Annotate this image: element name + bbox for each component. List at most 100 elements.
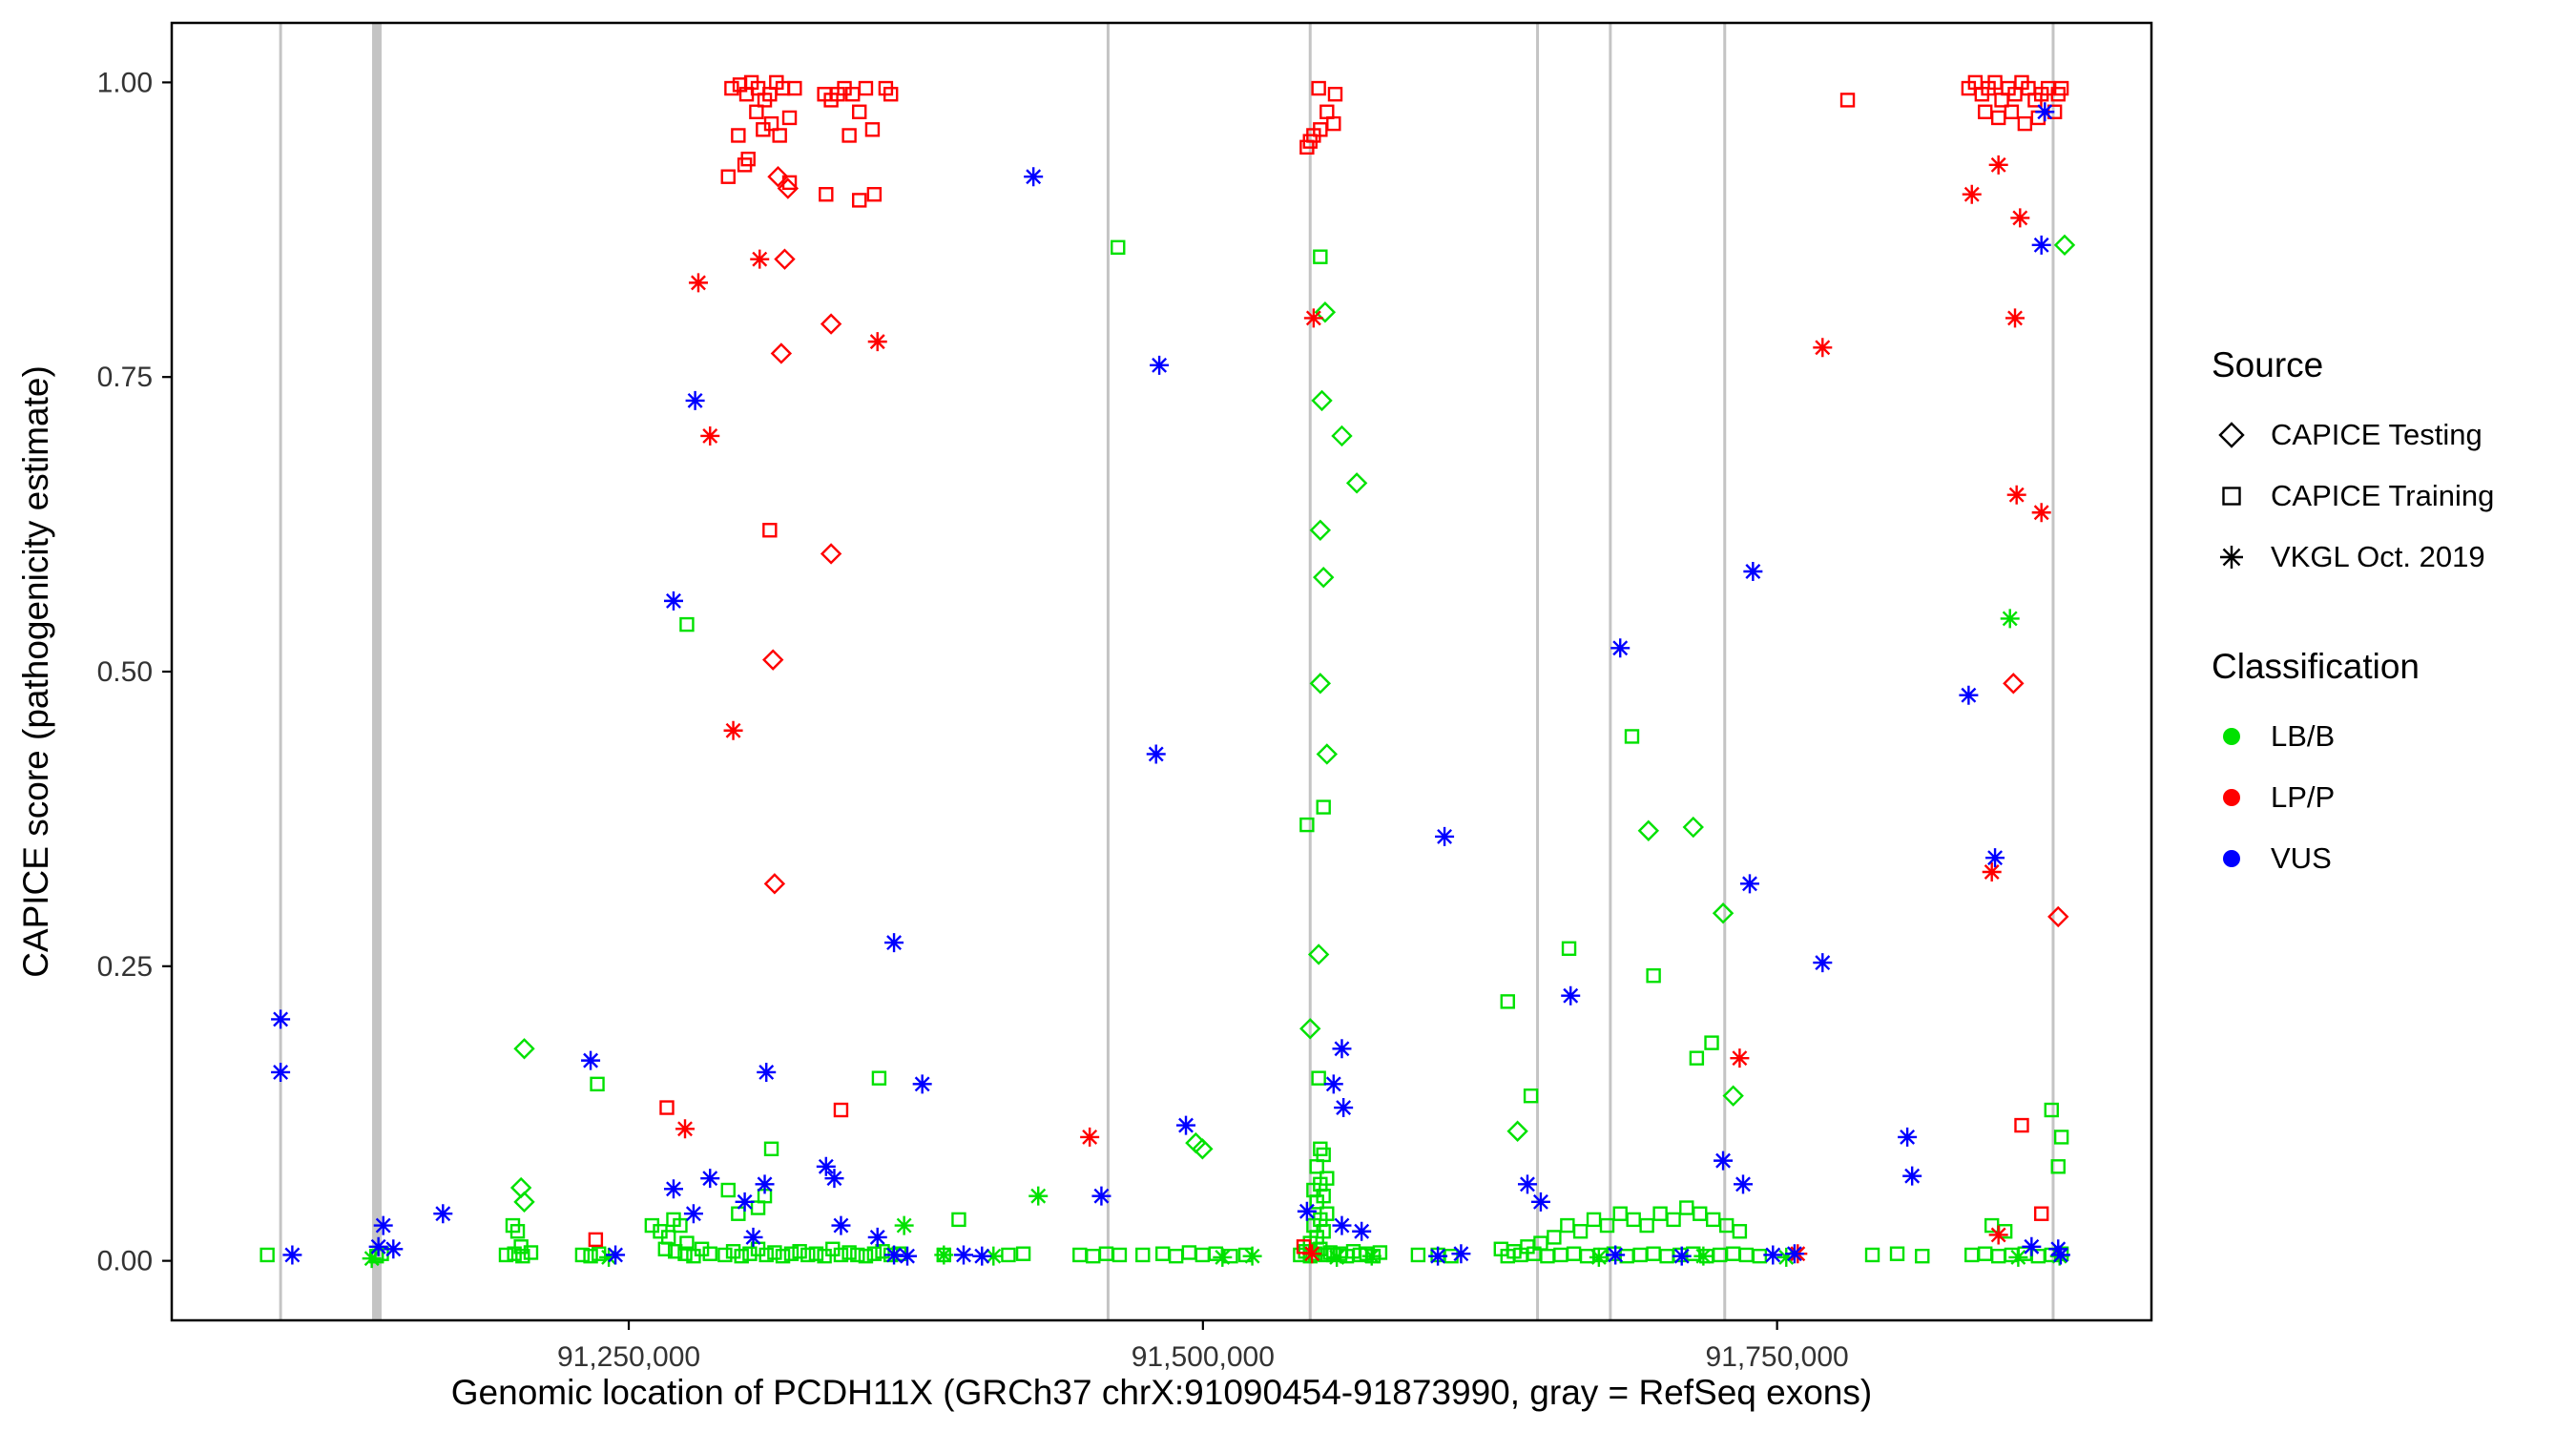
data-point-training-lbb — [717, 1247, 733, 1263]
data-point-vkgl-lpp — [1813, 338, 1833, 358]
data-point-vkgl-vus — [1898, 1127, 1918, 1147]
series-testing-lbb — [509, 234, 2076, 1213]
data-point-testing-lbb — [1712, 902, 1735, 924]
refseq-exon-lines — [279, 23, 2055, 1320]
data-point-training-lbb — [1652, 1206, 1668, 1221]
square-icon — [2222, 487, 2241, 506]
data-point-training-lbb — [1560, 1217, 1575, 1234]
data-point-vkgl-vus — [1334, 1098, 1354, 1118]
data-point-training-lbb — [1086, 1248, 1101, 1264]
data-point-vkgl-vus — [1024, 167, 1044, 187]
data-point-vkgl-vus — [1435, 826, 1455, 846]
data-point-vkgl-vus — [1561, 985, 1581, 1006]
data-point-training-lbb — [677, 1246, 693, 1261]
data-point-testing-lbb — [1309, 673, 1332, 695]
red-dot-icon — [2223, 789, 2240, 806]
data-point-vkgl-vus — [663, 1179, 683, 1199]
legend-item-lbb: LB/B — [2212, 706, 2565, 767]
data-point-testing-lpp — [763, 873, 786, 895]
data-point-training-lpp — [858, 80, 874, 96]
data-point-training-lbb — [574, 1247, 591, 1263]
data-point-vkgl-lbb — [934, 1245, 954, 1265]
data-point-testing-lbb — [1506, 1120, 1528, 1142]
data-point-training-lbb — [1646, 967, 1661, 984]
data-point-vkgl-vus — [972, 1246, 992, 1266]
data-point-training-lpp — [588, 1232, 604, 1248]
data-point-training-lbb — [841, 1245, 857, 1260]
blue-dot-icon — [2223, 850, 2240, 867]
data-point-training-lbb — [1293, 1247, 1308, 1263]
data-point-vkgl-lpp — [1730, 1048, 1750, 1068]
x-tick-label: 91,750,000 — [1706, 1341, 1849, 1373]
data-point-vkgl-vus — [663, 591, 683, 611]
data-point-training-lbb — [742, 1246, 758, 1261]
y-tick-label: 0.75 — [97, 362, 153, 393]
data-point-vkgl-lpp — [2005, 308, 2025, 328]
data-point-testing-lpp — [777, 177, 800, 199]
data-point-vkgl-vus — [2031, 235, 2051, 255]
data-point-testing-lbb — [509, 1176, 532, 1199]
x-axis-title: Genomic location of PCDH11X (GRCh37 chrX… — [451, 1373, 1872, 1412]
data-point-vkgl-vus — [743, 1227, 763, 1247]
data-point-vkgl-vus — [735, 1192, 755, 1212]
series-vkgl-lbb — [362, 609, 2069, 1269]
data-point-training-lbb — [1718, 1217, 1735, 1234]
x-tick-label: 91,500,000 — [1132, 1341, 1275, 1373]
legend-item-vus: VUS — [2212, 828, 2565, 889]
data-point-training-lbb — [1646, 1246, 1661, 1261]
data-point-training-lbb — [498, 1247, 514, 1263]
data-point-vkgl-lbb — [1213, 1247, 1233, 1267]
data-point-vkgl-vus — [1150, 355, 1170, 375]
data-point-training-lbb — [1313, 249, 1328, 264]
data-point-vkgl-vus — [683, 1204, 703, 1224]
data-point-vkgl-lbb — [894, 1215, 914, 1235]
data-points — [260, 74, 2076, 1269]
data-point-training-lpp — [852, 193, 867, 208]
data-point-testing-lbb — [1314, 301, 1337, 323]
data-point-testing-lbb — [1311, 389, 1333, 412]
legend-classification-title: Classification — [2212, 647, 2420, 686]
data-point-training-lbb — [951, 1212, 966, 1228]
data-point-testing-lbb — [1185, 1131, 1207, 1154]
data-point-training-lpp — [883, 87, 899, 102]
axis-ticks: 91,250,000 91,500,000 91,750,000 0.00 0.25 0.… — [97, 67, 1849, 1373]
data-point-training-lpp — [740, 151, 756, 167]
data-point-vkgl-vus — [824, 1169, 844, 1189]
data-point-vkgl-lpp — [1080, 1127, 1100, 1147]
legend-group-source: Source CAPICE Testing CAPICE Training VK… — [2212, 345, 2565, 588]
data-point-vkgl-lbb — [1028, 1186, 1049, 1206]
data-point-training-lbb — [1704, 1035, 1719, 1050]
data-point-vkgl-vus — [271, 1062, 291, 1082]
data-point-training-lbb — [1738, 1247, 1755, 1263]
data-point-training-lbb — [731, 1206, 746, 1221]
panel-border — [170, 21, 2153, 1322]
data-point-vkgl-vus — [1517, 1174, 1537, 1194]
legend-item-vkgl: VKGL Oct. 2019 — [2212, 527, 2565, 588]
data-point-vkgl-lpp — [1303, 308, 1323, 328]
legend-source-title: Source — [2212, 345, 2324, 384]
data-point-testing-lbb — [1682, 816, 1704, 839]
data-point-testing-lpp — [2003, 673, 2025, 695]
series-training-lbb — [260, 239, 2069, 1264]
data-point-vkgl-lbb — [1589, 1247, 1609, 1267]
data-point-vkgl-vus — [1734, 1174, 1753, 1194]
y-axis-title: CAPICE score (pathogenicity estimate) — [16, 365, 55, 978]
data-point-training-lpp — [762, 523, 778, 538]
data-point-training-lpp — [1994, 93, 2009, 108]
data-point-vkgl-vus — [1606, 1245, 1626, 1265]
data-point-vkgl-vus — [1428, 1246, 1448, 1266]
data-point-vkgl-vus — [2048, 1239, 2068, 1259]
asterisk-icon — [2220, 546, 2243, 569]
data-point-training-lbb — [875, 1244, 890, 1259]
data-point-vkgl-lbb — [1361, 1246, 1381, 1266]
data-point-testing-lpp — [820, 543, 842, 565]
data-point-training-lbb — [1540, 1248, 1555, 1264]
data-point-training-lbb — [1561, 941, 1577, 956]
data-point-training-lbb — [702, 1246, 717, 1261]
data-point-training-lpp — [1311, 80, 1326, 96]
data-point-vkgl-lpp — [688, 273, 708, 293]
data-point-vkgl-lpp — [723, 720, 743, 740]
data-point-training-lbb — [1566, 1246, 1582, 1261]
data-point-training-lbb — [850, 1247, 865, 1263]
data-point-training-lpp — [763, 115, 779, 132]
